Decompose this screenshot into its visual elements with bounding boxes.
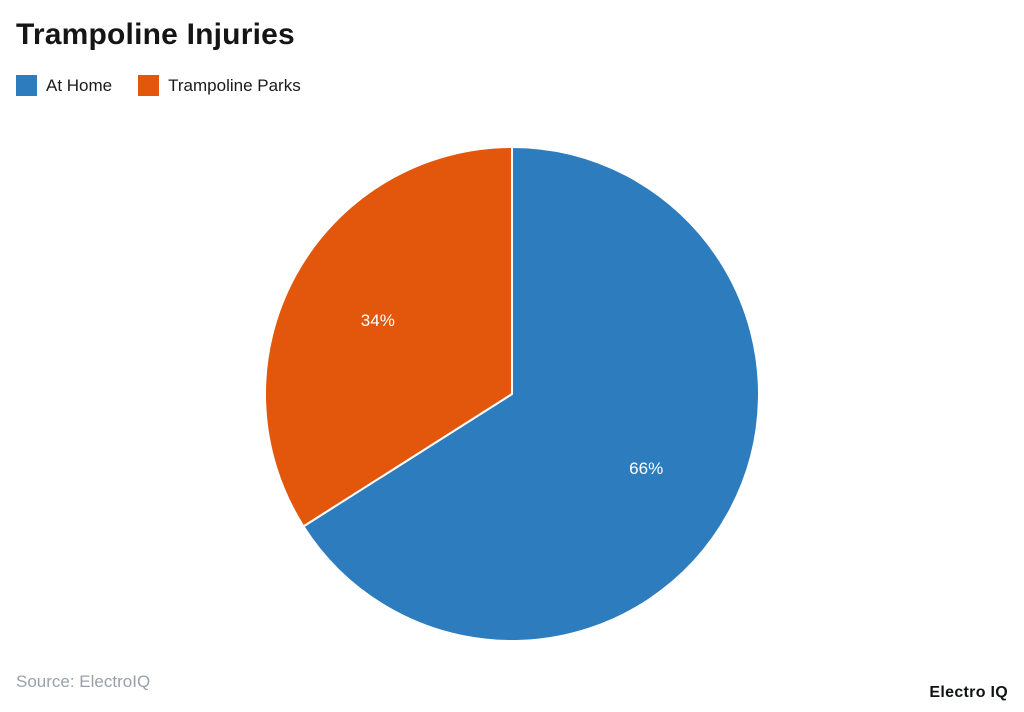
pie-slice-trampoline-parks[interactable] <box>264 146 513 528</box>
legend-swatch-trampoline-parks <box>138 75 160 96</box>
pie-slice-label: 66% <box>629 459 663 478</box>
legend-label: At Home <box>46 75 113 95</box>
brand-logo: Electro IQ <box>929 684 1008 701</box>
legend-item-trampoline-parks[interactable]: Trampoline Parks <box>138 75 301 96</box>
legend-label: Trampoline Parks <box>168 75 301 95</box>
pie-slice-at-home[interactable] <box>302 146 760 642</box>
legend-swatch-at-home <box>16 75 37 96</box>
pie-slice-label: 34% <box>361 311 395 330</box>
source-note: Source: ElectroIQ <box>16 672 151 691</box>
legend: At Home Trampoline Parks <box>16 75 301 96</box>
chart-title: Trampoline Injuries <box>16 18 295 51</box>
legend-item-at-home[interactable]: At Home <box>16 75 112 96</box>
